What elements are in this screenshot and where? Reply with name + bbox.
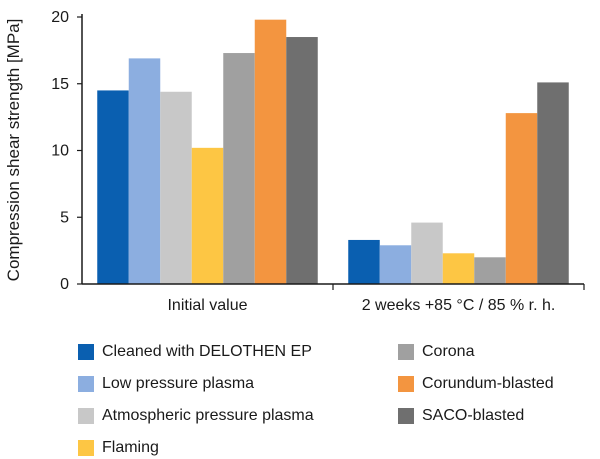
legend-item: SACO-blasted <box>398 406 524 426</box>
legend-swatch <box>398 344 414 360</box>
legend-label: Cleaned with DELOTHEN EP <box>102 343 312 360</box>
bar <box>160 91 192 284</box>
x-ticks-group: Initial value 2 weeks +85 °C / 85 % r. h. <box>167 284 585 314</box>
y-tick-label: 5 <box>60 209 69 226</box>
bar <box>286 37 318 285</box>
bar-chart: 0 5 10 15 20 Initial value 2 weeks +85 °C / 8… <box>4 9 585 314</box>
bar <box>537 82 569 284</box>
x-tick-label: 2 weeks +85 °C / 85 % r. h. <box>362 297 556 314</box>
legend-label: Flaming <box>102 439 159 456</box>
legend-item: Corona <box>398 342 474 362</box>
y-tick-label: 20 <box>51 9 69 26</box>
legend-swatch <box>398 376 414 392</box>
bar <box>128 58 161 285</box>
bar <box>379 245 412 284</box>
bar <box>474 257 506 284</box>
legend-swatch <box>78 408 94 424</box>
y-axis-label: Compression shear strength [MPa] <box>4 19 23 282</box>
x-tick-label: Initial value <box>167 297 247 314</box>
bar <box>442 253 475 284</box>
bar <box>505 113 538 285</box>
bars-group <box>97 19 569 285</box>
y-tick-label: 10 <box>51 143 69 160</box>
legend-item: Atmospheric pressure plasma <box>78 406 314 426</box>
legend-label: Atmospheric pressure plasma <box>102 407 314 424</box>
bar <box>223 53 255 284</box>
legend-label: Corundum-blasted <box>422 375 554 392</box>
legend-item: Flaming <box>78 438 159 458</box>
bar <box>254 19 287 284</box>
bar <box>97 90 129 284</box>
bar <box>348 239 380 284</box>
legend-label: Corona <box>422 343 475 360</box>
legend-item: Low pressure plasma <box>78 374 254 394</box>
y-tick-label: 0 <box>60 276 69 293</box>
y-ticks-group: 0 5 10 15 20 <box>51 9 82 293</box>
legend-swatch <box>78 376 94 392</box>
legend-swatch <box>78 440 94 456</box>
bar <box>191 147 224 284</box>
legend-label: Low pressure plasma <box>102 375 255 392</box>
bar <box>411 222 443 284</box>
legend-item: Corundum-blasted <box>398 374 554 394</box>
legend-swatch <box>78 344 94 360</box>
y-tick-label: 15 <box>51 76 69 93</box>
legend-label: SACO-blasted <box>422 407 525 424</box>
legend-item: Cleaned with DELOTHEN EP <box>78 342 312 362</box>
legend-swatch <box>398 408 414 424</box>
